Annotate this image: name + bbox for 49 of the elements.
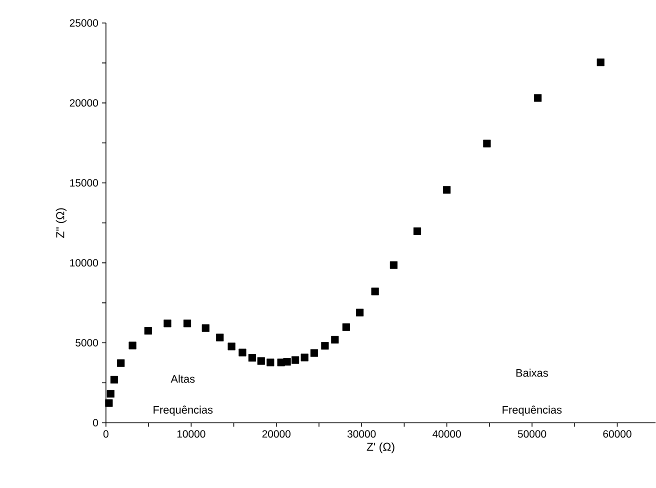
x-tick-label: 40000: [432, 430, 461, 438]
y-axis-title: Z'' (Ω): [56, 208, 67, 238]
point: [283, 358, 291, 366]
point: [257, 357, 265, 365]
point: [292, 356, 300, 364]
point: [356, 308, 364, 317]
point: [117, 359, 125, 368]
annotation: Baixas: [516, 368, 548, 377]
point: [110, 376, 118, 384]
annotation: Frequências: [502, 406, 562, 416]
x-tick-label: 20000: [262, 430, 290, 438]
point: [390, 261, 398, 270]
x-tick-label: 10000: [177, 430, 206, 438]
point: [183, 320, 192, 328]
y-tick-label: 20000: [70, 99, 98, 107]
x-tick-label: 30000: [347, 430, 376, 438]
x-tick-label: 0: [103, 430, 108, 438]
point: [534, 94, 542, 102]
annotation: Frequências: [154, 406, 213, 416]
point: [596, 58, 604, 66]
x-axis-title: Z' (Ω): [366, 442, 394, 454]
y-tick-label: 10000: [70, 259, 98, 267]
point: [106, 390, 114, 398]
annotation: Altas: [170, 374, 195, 383]
y-tick-label: 5000: [76, 339, 98, 347]
x-tick-label: 50000: [518, 430, 546, 438]
point: [331, 336, 339, 344]
point: [321, 342, 329, 350]
point: [266, 358, 274, 366]
point: [216, 334, 224, 342]
point: [202, 324, 210, 332]
point: [248, 354, 256, 362]
y-tick-label: 25000: [70, 19, 98, 27]
y-tick-label: 15000: [70, 179, 98, 187]
y-tick-label: 0: [93, 419, 98, 427]
point: [413, 228, 422, 236]
point: [164, 320, 172, 328]
point: [300, 354, 308, 362]
point: [483, 140, 491, 148]
point: [228, 342, 236, 350]
x-tick-label: 60000: [603, 430, 632, 438]
point: [144, 327, 152, 335]
point: [310, 349, 318, 357]
point: [128, 342, 136, 350]
point: [238, 348, 246, 356]
point: [342, 323, 350, 332]
point: [371, 288, 379, 296]
point: [443, 186, 451, 194]
point: [105, 399, 113, 408]
